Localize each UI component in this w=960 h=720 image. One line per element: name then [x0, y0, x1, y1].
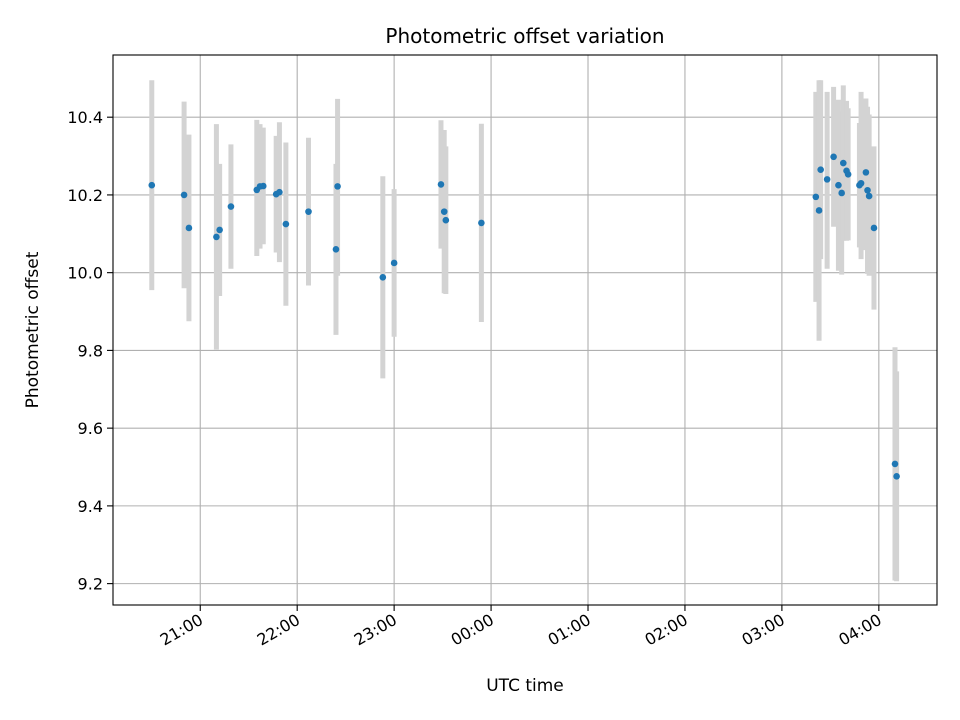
data-point	[282, 220, 290, 228]
plot-frame	[112, 54, 938, 606]
data-point	[893, 473, 900, 480]
data-points	[148, 153, 900, 480]
data-point	[437, 181, 445, 188]
data-point	[862, 169, 870, 176]
data-point	[865, 192, 873, 200]
data-point	[276, 188, 283, 196]
data-point	[259, 182, 267, 190]
data-point	[830, 153, 837, 161]
y-tick-label: 10.2	[67, 186, 103, 205]
data-point	[390, 259, 398, 267]
data-point	[823, 176, 831, 183]
data-point	[815, 207, 823, 214]
data-point	[213, 233, 220, 241]
data-point	[844, 171, 852, 178]
data-point	[148, 181, 156, 189]
data-point	[332, 246, 340, 253]
y-axis-ticks: 9.2 9.4 9.6 9.8 10.0 10.2 10.4	[67, 108, 113, 594]
chart-title: Photometric offset variation	[385, 24, 664, 48]
data-point	[440, 208, 448, 215]
data-point	[817, 166, 824, 173]
data-point	[838, 189, 845, 197]
y-tick-label: 9.6	[78, 419, 103, 438]
data-point	[870, 224, 878, 232]
y-axis-title: Photometric offset	[23, 251, 43, 408]
data-point	[227, 203, 235, 210]
data-point	[334, 183, 341, 190]
data-point	[857, 179, 865, 187]
grid-lines	[113, 55, 937, 605]
y-tick-label: 10.0	[67, 264, 103, 283]
data-point	[185, 224, 193, 232]
data-point	[305, 208, 312, 215]
data-point	[180, 191, 188, 199]
data-point	[216, 226, 223, 234]
y-tick-label: 9.4	[78, 497, 103, 516]
y-tick-label: 10.4	[67, 108, 103, 127]
data-point	[864, 186, 871, 194]
data-point	[478, 219, 485, 227]
data-point	[379, 274, 387, 281]
y-tick-label: 9.2	[78, 575, 103, 594]
x-axis-title: UTC time	[486, 676, 564, 696]
data-point	[812, 193, 820, 201]
data-point	[839, 159, 847, 167]
data-point	[442, 216, 450, 224]
data-point	[835, 181, 842, 189]
data-point	[891, 460, 899, 468]
y-tick-label: 9.8	[78, 341, 103, 360]
